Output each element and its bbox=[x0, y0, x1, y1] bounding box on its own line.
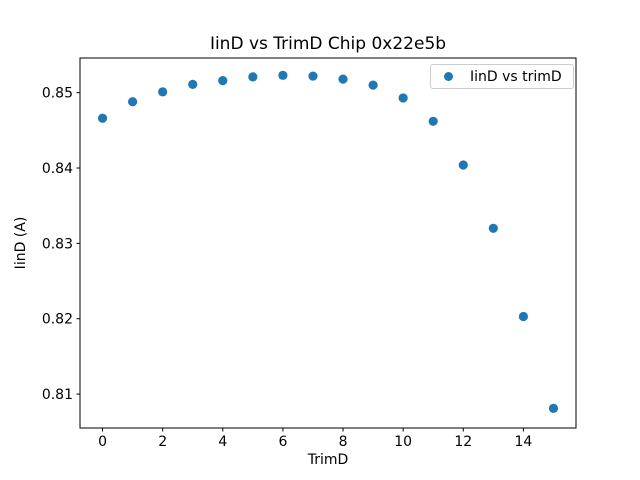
y-tick-label: 0.81 bbox=[42, 387, 73, 403]
data-point bbox=[218, 76, 228, 86]
chart-title: IinD vs TrimD Chip 0x22e5b bbox=[209, 34, 447, 54]
x-tick-label: 0 bbox=[98, 434, 107, 450]
y-tick-label: 0.83 bbox=[42, 236, 73, 252]
legend-label: IinD vs trimD bbox=[470, 68, 562, 85]
axes-frame bbox=[79, 57, 577, 429]
data-point bbox=[548, 403, 559, 414]
scatter-marker-icon bbox=[444, 72, 453, 81]
x-tick-label: 14 bbox=[514, 434, 532, 450]
data-point bbox=[398, 93, 408, 103]
x-tick-label: 10 bbox=[394, 434, 412, 450]
x-tick-label: 4 bbox=[218, 434, 227, 450]
data-point bbox=[488, 223, 498, 233]
x-axis-label: TrimD bbox=[307, 452, 349, 468]
data-point bbox=[368, 80, 378, 90]
legend: IinD vs trimD bbox=[430, 64, 574, 89]
data-point bbox=[158, 87, 168, 97]
x-tick-label: 2 bbox=[158, 434, 167, 450]
data-point bbox=[518, 311, 528, 322]
data-point bbox=[97, 113, 108, 123]
y-tick-label: 0.84 bbox=[42, 161, 73, 177]
x-tick-label: 8 bbox=[339, 434, 348, 450]
y-axis-label: IinD (A) bbox=[13, 216, 29, 270]
y-tick-label: 0.82 bbox=[42, 312, 73, 328]
x-tick-label: 12 bbox=[454, 434, 472, 450]
data-point bbox=[278, 70, 288, 80]
data-point bbox=[458, 160, 468, 170]
y-tick-label: 0.85 bbox=[42, 86, 73, 102]
data-point bbox=[338, 74, 348, 84]
data-point bbox=[128, 97, 138, 107]
data-point bbox=[248, 72, 258, 82]
data-point bbox=[188, 79, 198, 89]
data-point bbox=[308, 71, 318, 81]
x-tick-label: 6 bbox=[278, 434, 287, 450]
data-point bbox=[428, 116, 438, 126]
